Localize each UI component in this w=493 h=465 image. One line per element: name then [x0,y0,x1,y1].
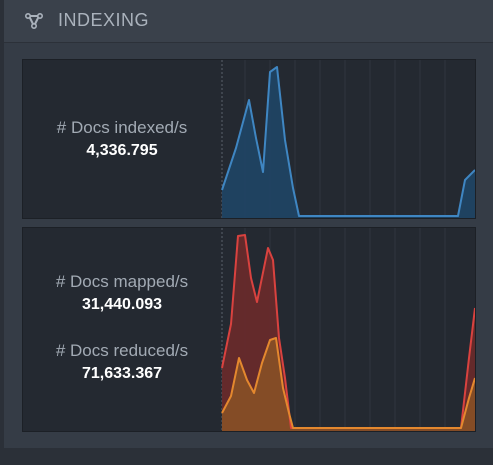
indexing-panel: INDEXING # Docs indexed/s 4,336.795 # Do… [4,0,493,448]
docs-mapped-metric: # Docs mapped/s 31,440.093 [23,272,221,316]
docs-indexed-sparkline [221,60,475,218]
routing-icon [24,12,44,30]
panel-header: INDEXING [4,0,493,43]
docs-indexed-value: 4,336.795 [86,142,158,159]
docs-reduced-value: 71,633.367 [81,365,163,382]
docs-indexed-metric: # Docs indexed/s 4,336.795 [23,118,221,162]
docs-mapped-value: 31,440.093 [81,296,163,313]
docs-indexed-card: # Docs indexed/s 4,336.795 [22,59,476,219]
docs-mapped-label: # Docs mapped/s [55,272,189,291]
docs-reduced-metric: # Docs reduced/s 71,633.367 [23,341,221,385]
panel-title: INDEXING [58,10,150,30]
docs-mapped-reduced-sparkline [221,228,475,431]
docs-indexed-label: # Docs indexed/s [56,118,188,137]
docs-reduced-label: # Docs reduced/s [55,341,189,360]
docs-mapped-reduced-card: # Docs mapped/s 31,440.093 # Docs reduce… [22,227,476,432]
